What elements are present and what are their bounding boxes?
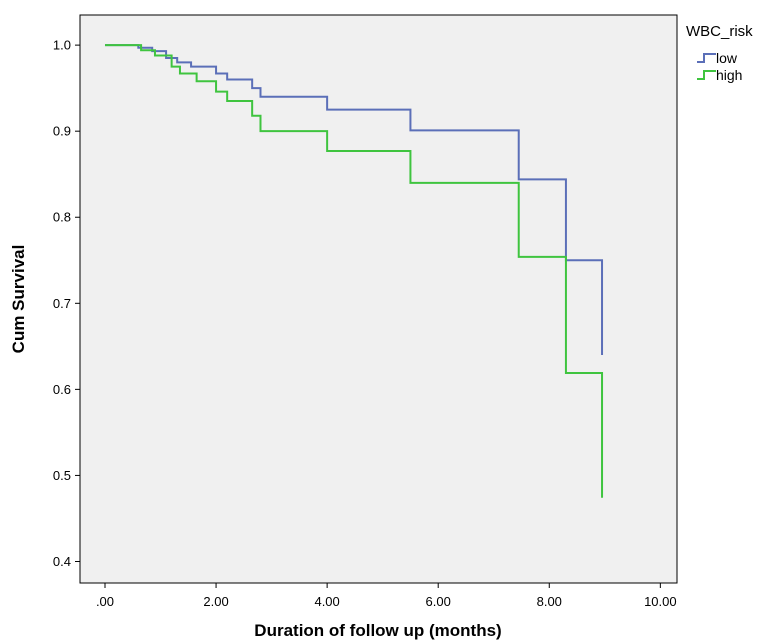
legend-item-low: low [697,50,738,66]
x-tick-label: 6.00 [426,594,451,609]
x-tick-label: 4.00 [314,594,339,609]
y-tick-label: 0.6 [53,382,71,397]
y-tick-label: 0.4 [53,554,71,569]
plot-background [79,14,678,584]
y-tick-label: 1.0 [53,38,71,53]
x-axis: .00 2.00 4.00 6.00 8.00 10.00 [96,583,677,609]
x-tick-label: 10.00 [644,594,677,609]
survival-curve-low [104,44,604,355]
series-layer [104,44,604,498]
x-tick-label: 8.00 [537,594,562,609]
legend-label-low: low [716,50,738,66]
y-tick-label: 0.9 [53,124,71,139]
legend-swatch-low [697,53,716,63]
x-tick-label: 2.00 [203,594,228,609]
x-tick-label: .00 [96,594,114,609]
plot-area [79,14,678,584]
x-axis-title: Duration of follow up (months) [254,621,501,640]
legend-item-high: high [697,67,742,83]
survival-curve-high [104,44,604,498]
y-tick-label: 0.8 [53,210,71,225]
y-axis-title: Cum Survival [9,245,28,354]
legend-title: WBC_risk [686,23,753,40]
y-axis: 0.4 0.5 0.6 0.7 0.8 0.9 1.0 [53,38,80,569]
legend-swatch-high [697,70,716,80]
y-tick-label: 0.7 [53,296,71,311]
y-tick-label: 0.5 [53,468,71,483]
legend-label-high: high [716,67,742,83]
